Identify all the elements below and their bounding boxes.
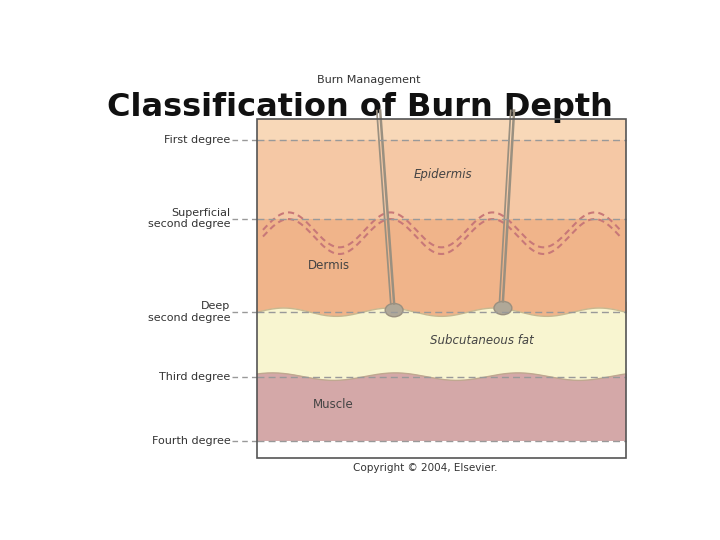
Bar [258, 312, 626, 377]
Text: Burn Management: Burn Management [318, 75, 420, 85]
Circle shape [385, 303, 403, 317]
Text: Fourth degree: Fourth degree [152, 436, 230, 446]
Text: Classification of Burn Depth: Classification of Burn Depth [107, 92, 613, 123]
Bar [258, 377, 626, 441]
Bar [258, 140, 626, 219]
Text: Third degree: Third degree [159, 372, 230, 382]
Text: Superficial
second degree: Superficial second degree [148, 208, 230, 230]
Text: Subcutaneous fat: Subcutaneous fat [431, 334, 534, 347]
Text: Muscle: Muscle [313, 398, 354, 411]
Bar [258, 219, 626, 312]
Text: Copyright © 2004, Elsevier.: Copyright © 2004, Elsevier. [353, 463, 497, 473]
Text: Deep
second degree: Deep second degree [148, 301, 230, 323]
Text: Epidermis: Epidermis [413, 168, 472, 181]
Text: Dermis: Dermis [307, 259, 350, 272]
Circle shape [494, 301, 512, 315]
Bar [258, 119, 626, 140]
Text: First degree: First degree [164, 134, 230, 145]
Bar [258, 119, 626, 458]
